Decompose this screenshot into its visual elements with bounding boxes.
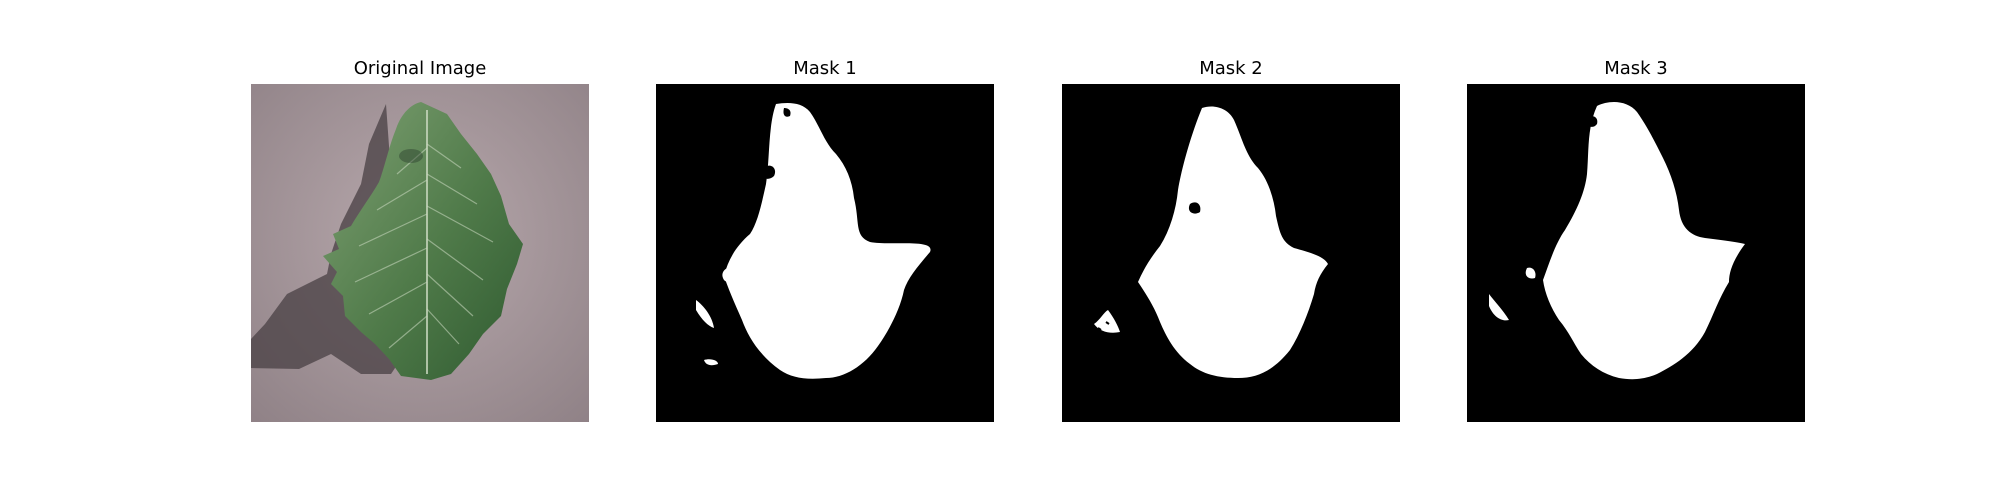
panel-title-mask-1: Mask 1 xyxy=(793,58,857,79)
panel-title-mask-3: Mask 3 xyxy=(1604,58,1668,79)
mask-3-image xyxy=(1467,84,1805,422)
panel-title-mask-2: Mask 2 xyxy=(1199,58,1263,79)
mask-3-panel xyxy=(1467,84,1805,422)
mask-1-image xyxy=(656,84,994,422)
mask-2-panel xyxy=(1062,84,1400,422)
leaf-photo xyxy=(251,84,589,422)
mask-2-image xyxy=(1062,84,1400,422)
original-image-panel xyxy=(251,84,589,422)
panel-title-original: Original Image xyxy=(353,58,487,79)
mask-1-panel xyxy=(656,84,994,422)
